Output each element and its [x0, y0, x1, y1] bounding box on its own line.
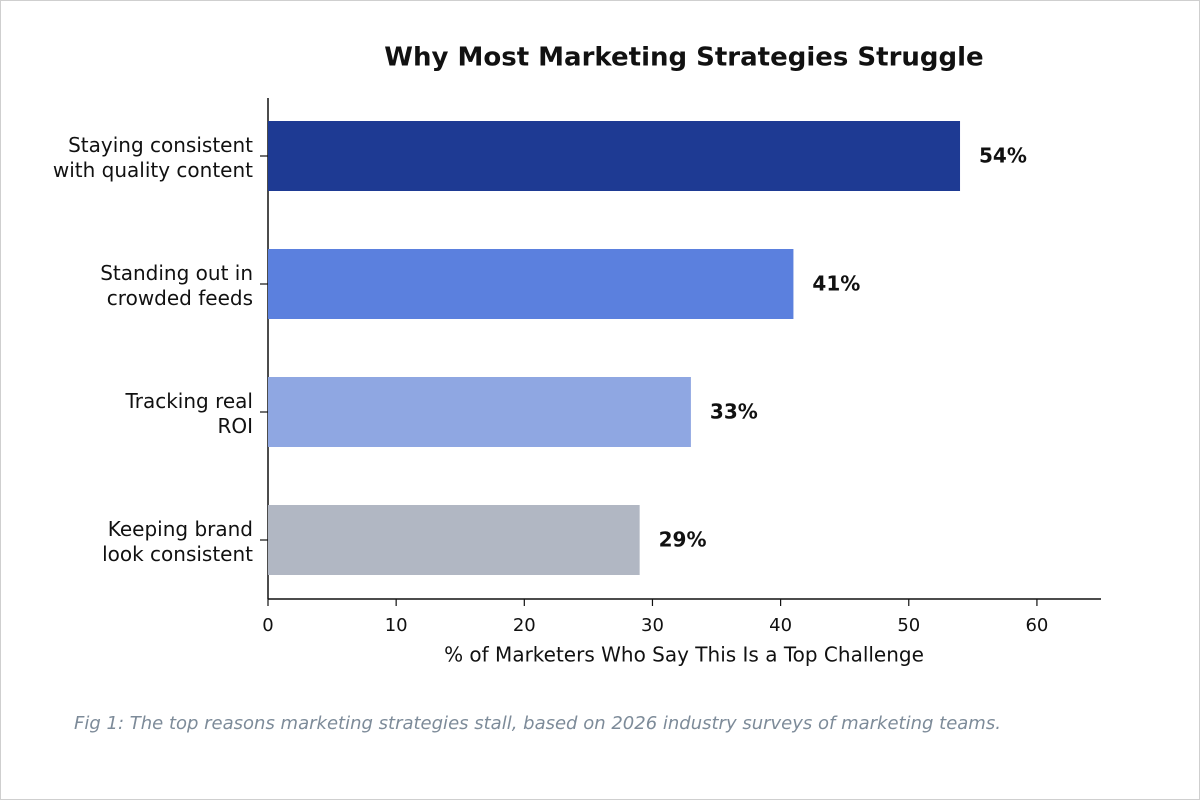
x-tick-label: 50 — [897, 615, 920, 636]
value-label: 33% — [710, 400, 758, 424]
caption: Fig 1: The top reasons marketing strateg… — [74, 713, 1001, 734]
x-tick-label: 30 — [641, 615, 664, 636]
chart-title: Why Most Marketing Strategies Struggle — [384, 43, 983, 73]
x-tick-label: 20 — [513, 615, 536, 636]
y-tick-label: Standing out in crowded feeds — [100, 261, 253, 310]
x-tick-label: 60 — [1025, 615, 1048, 636]
x-tick-label: 0 — [262, 615, 273, 636]
bar — [268, 121, 961, 191]
y-tick-label: Tracking real ROI — [125, 389, 253, 438]
x-tick-label: 10 — [385, 615, 408, 636]
value-label: 29% — [659, 528, 707, 552]
x-axis-label: % of Marketers Who Say This Is a Top Cha… — [444, 643, 924, 667]
x-tick-label: 40 — [769, 615, 792, 636]
y-tick-label: Staying consistent with quality content — [52, 133, 253, 182]
bar — [268, 249, 794, 319]
value-label: 41% — [812, 272, 860, 296]
value-label: 54% — [979, 144, 1027, 168]
bar — [268, 505, 640, 575]
bar — [268, 377, 691, 447]
y-tick-label: Keeping brand look consistent — [102, 517, 253, 566]
